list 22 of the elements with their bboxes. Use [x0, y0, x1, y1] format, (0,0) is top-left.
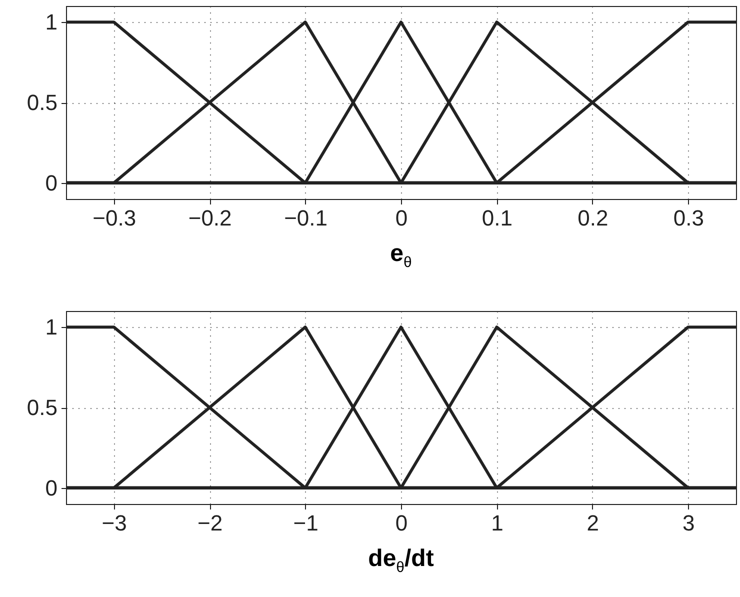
x-tick-label: −0.3	[92, 206, 136, 230]
y-tick-label: 1	[45, 314, 58, 340]
x-tick-label: −0.1	[284, 206, 328, 230]
x-tick-label: 0.3	[673, 206, 704, 230]
y-tick-label: 0.5	[26, 395, 58, 420]
x-tick-label: 0.1	[482, 206, 513, 230]
x-tick-label: −0.2	[188, 206, 232, 230]
y-tick-label: 0.5	[26, 90, 58, 115]
x-tick-label: −1	[293, 510, 318, 536]
x-tick-label: 0	[395, 510, 408, 536]
x-tick-label: −3	[102, 510, 127, 536]
x-axis-title: de$_{θ}$/dt	[367, 544, 435, 578]
x-tick-label: −2	[198, 510, 223, 536]
y-tick-label: 1	[45, 10, 58, 35]
x-tick-label: 0	[395, 206, 408, 230]
x-tick-label: 1	[491, 510, 504, 536]
x-tick-label: 3	[682, 510, 695, 536]
x-tick-label: 2	[586, 510, 600, 536]
x-axis-title: e$_{θ}$	[389, 239, 413, 273]
y-tick-label: 0	[45, 475, 58, 500]
y-tick-label: 0	[45, 170, 58, 196]
x-tick-label: 0.2	[578, 206, 608, 230]
